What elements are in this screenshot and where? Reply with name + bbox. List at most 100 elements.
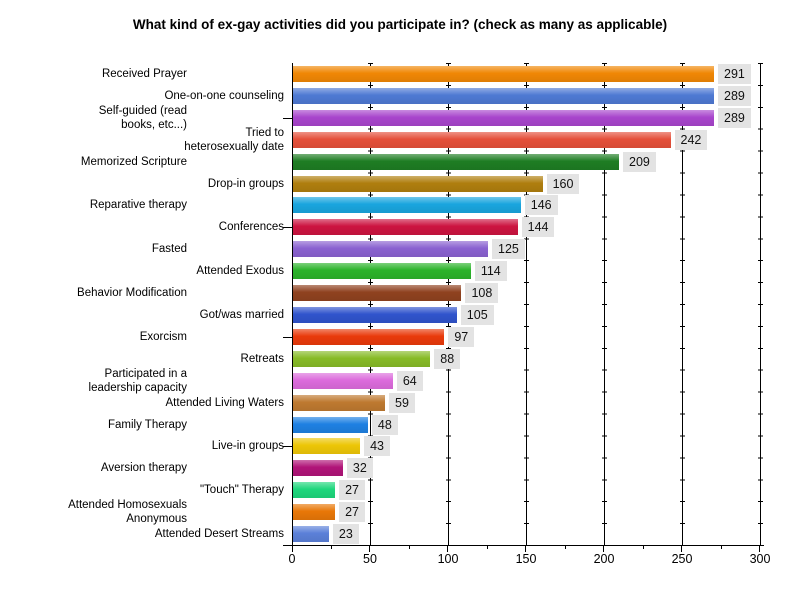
x-axis-tick-label: 50	[363, 552, 377, 566]
bar	[293, 109, 714, 126]
x-axis-tick-label: 300	[749, 552, 771, 566]
category-label: Behavior Modification	[77, 287, 187, 300]
gridline	[680, 63, 685, 545]
category-label: "Touch" Therapy	[199, 484, 284, 497]
category-label: Drop-in groups	[207, 177, 284, 190]
bar-row: 59	[293, 392, 761, 414]
bar	[293, 66, 714, 82]
bar-row: 209	[293, 151, 761, 173]
bar-value-chip: 59	[389, 392, 415, 413]
bar-value-chip: 144	[521, 217, 555, 238]
bar-row: 291	[293, 63, 761, 85]
category-label: Conferences	[218, 221, 284, 234]
bar-row: 27	[293, 501, 761, 523]
bar-row: 105	[293, 304, 761, 326]
bar	[293, 285, 462, 302]
bar-value-chip: 289	[718, 107, 751, 128]
bar-row: 43	[293, 435, 761, 457]
category-label: Received Prayer	[101, 67, 187, 80]
bar-row: 144	[293, 216, 761, 238]
bar-row: 289	[293, 107, 761, 129]
x-axis-minor-tick	[487, 546, 488, 549]
bar	[293, 197, 521, 214]
gridline-row-dashes	[758, 63, 763, 545]
x-axis-tick	[759, 546, 760, 552]
gridline-row-dashes	[368, 63, 373, 545]
bar	[293, 241, 488, 258]
category-label: Attended Living Waters	[165, 396, 284, 409]
bar-value-chip: 160	[546, 173, 580, 194]
gridline-row-dashes	[602, 63, 607, 545]
x-axis-minor-tick	[643, 546, 644, 549]
bar	[293, 460, 343, 477]
category-label: Memorized Scripture	[80, 155, 187, 168]
bar	[293, 153, 620, 170]
bar-value-chip: 125	[492, 239, 525, 260]
gridline-row-dashes	[524, 63, 529, 545]
bar-row: 108	[293, 282, 761, 304]
bar	[293, 328, 445, 345]
bar-value-chip: 32	[346, 458, 373, 479]
category-label: Exorcism	[139, 330, 187, 343]
bar	[293, 372, 393, 389]
bar-row: 32	[293, 457, 761, 479]
category-axis-tick	[283, 117, 292, 119]
category-label: Participated in a leadership capacity	[88, 367, 187, 394]
bar-value-chip: 97	[448, 326, 475, 347]
gridline	[368, 63, 373, 545]
x-axis-minor-tick	[409, 546, 410, 549]
category-label: Fasted	[151, 243, 187, 256]
bar-value-chip: 108	[465, 283, 499, 304]
bar-value-chip: 48	[371, 414, 398, 435]
bar-value-chip: 23	[332, 524, 359, 545]
gridline	[524, 63, 529, 545]
bar	[293, 394, 386, 411]
category-label: Attended Exodus	[196, 265, 284, 278]
category-label: Live-in groups	[211, 440, 284, 453]
category-label: Attended Desert Streams	[154, 528, 284, 541]
x-axis-tick	[603, 546, 604, 552]
category-axis-tick	[283, 336, 292, 338]
x-axis-line	[283, 545, 764, 546]
bar-row: 27	[293, 479, 761, 501]
bar-value-chip: 88	[434, 348, 461, 369]
bar-value-chip: 27	[339, 480, 366, 501]
category-axis-tick	[283, 227, 292, 229]
bar-value-chip: 43	[364, 436, 390, 457]
x-axis-tick	[525, 546, 526, 552]
category-label: Tried to heterosexually date	[184, 126, 284, 153]
bar	[293, 87, 714, 104]
bar	[293, 175, 543, 192]
bar-row: 160	[293, 173, 761, 195]
bar-row: 146	[293, 194, 761, 216]
x-axis-tick-label: 0	[288, 552, 296, 566]
x-axis-tick-label: 200	[593, 552, 615, 566]
bar-row: 23	[293, 523, 761, 545]
bar-row: 114	[293, 260, 761, 282]
x-axis-tick-label: 100	[437, 552, 459, 566]
bar-value-chip: 64	[396, 370, 423, 391]
bar	[293, 219, 518, 236]
chart-title: What kind of ex-gay activities did you p…	[132, 17, 668, 32]
gridline	[446, 63, 451, 545]
category-label: Self-guided (read books, etc...)	[98, 104, 187, 131]
bar-row: 64	[293, 370, 761, 392]
bar-value-chip: 289	[718, 85, 751, 106]
bar	[293, 131, 671, 148]
bar-value-chip: 27	[339, 502, 366, 523]
gridline	[758, 63, 763, 545]
category-label: Got/was married	[199, 308, 284, 321]
bar-value-chip: 146	[524, 195, 558, 216]
category-label: Family Therapy	[107, 418, 187, 431]
bar-value-chip: 291	[718, 64, 751, 84]
bar	[293, 307, 457, 323]
bar-row: 242	[293, 129, 761, 151]
category-label: One-on-one counseling	[164, 89, 284, 102]
bar-value-chip: 105	[460, 305, 494, 325]
bar-row: 97	[293, 326, 761, 348]
x-axis-tick-label: 250	[671, 552, 693, 566]
gridline-row-dashes	[446, 63, 451, 545]
plot-area: 291 289 289 242 209 160 146 144 125 114 108 105 97 88…	[292, 63, 763, 545]
category-label: Attended Homosexuals Anonymous	[68, 499, 187, 526]
